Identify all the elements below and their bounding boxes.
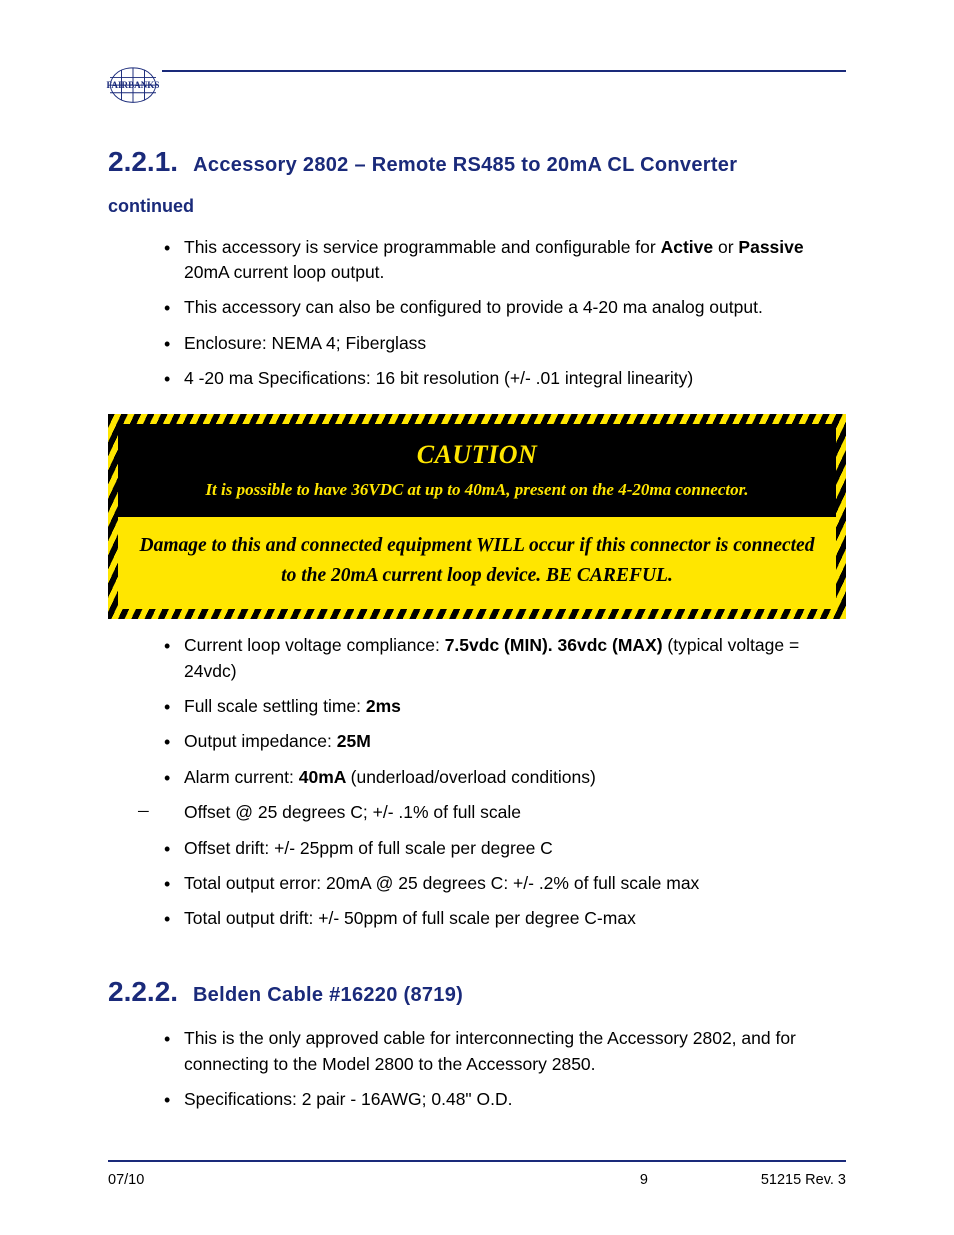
section-2-2-1: 2.2.1. Accessory 2802 – Remote RS485 to … xyxy=(108,142,846,932)
list-item: This accessory can also be configured to… xyxy=(168,295,842,320)
list-text: Enclosure: NEMA 4; Fiberglass xyxy=(184,333,426,353)
caution-text: CAREFUL. xyxy=(577,565,673,586)
caution-title: CAUTION xyxy=(122,436,832,474)
page-footer: 07/10 9 51215 Rev. 3 xyxy=(108,1160,846,1191)
list-text: Specifications: 2 pair - 16AWG; 0.48" O.… xyxy=(184,1089,512,1109)
list-text: or xyxy=(713,237,738,257)
list-item: Offset drift: +/- 25ppm of full scale pe… xyxy=(168,836,842,861)
list-item: Total output error: 20mA @ 25 degrees C:… xyxy=(168,871,842,896)
spec-list-bottom: Current loop voltage compliance: 7.5vdc … xyxy=(168,633,842,931)
footer-rule xyxy=(108,1160,846,1162)
list-text: 4 -20 ma Specifications: 16 bit resoluti… xyxy=(184,368,693,388)
list-bold: Active xyxy=(661,237,714,257)
caution-body: Damage to this and connected equipment W… xyxy=(118,517,836,609)
section-subhead: continued xyxy=(108,193,846,219)
list-text: This is the only approved cable for inte… xyxy=(184,1028,796,1073)
list-item: 4 -20 ma Specifications: 16 bit resoluti… xyxy=(168,366,842,391)
footer-rev: 51215 Rev. 3 xyxy=(761,1172,846,1188)
list-item: Output impedance: 25M xyxy=(168,729,842,754)
list-text: Offset @ 25 degrees C; +/- .1% of full s… xyxy=(184,802,521,822)
spec-list-top: This accessory is service programmable a… xyxy=(168,235,842,392)
section-label: Belden Cable #16220 (8719) xyxy=(193,984,463,1006)
list-bold: 25M xyxy=(337,731,371,751)
page: FAIRBANKS 2.2.1. Accessory 2802 – Remote… xyxy=(0,0,954,1182)
header-rule xyxy=(162,70,846,72)
list-bold: 2ms xyxy=(366,696,401,716)
list-item: This is the only approved cable for inte… xyxy=(168,1026,842,1077)
list-item: Total output drift: +/- 50ppm of full sc… xyxy=(168,906,842,931)
caution-header: CAUTION It is possible to have 36VDC at … xyxy=(118,424,836,517)
caution-text: BE xyxy=(541,565,577,586)
list-item: Specifications: 2 pair - 16AWG; 0.48" O.… xyxy=(168,1087,842,1112)
footer-date: 07/10 xyxy=(108,1170,144,1191)
list-item: Current loop voltage compliance: 7.5vdc … xyxy=(168,633,842,684)
list-text: Offset drift: +/- 25ppm of full scale pe… xyxy=(184,838,553,858)
list-text: This accessory is service programmable a… xyxy=(184,237,661,257)
section-label: Accessory 2802 – Remote RS485 to 20mA CL… xyxy=(188,154,737,176)
list-item: Offset @ 25 degrees C; +/- .1% of full s… xyxy=(168,800,842,825)
section-title: 2.2.2. Belden Cable #16220 (8719) xyxy=(108,972,846,1013)
list-text: (underload/overload conditions) xyxy=(351,767,596,787)
section-number: 2.2.1. xyxy=(108,142,178,183)
list-item: This accessory is service programmable a… xyxy=(168,235,842,286)
list-text: Alarm current: xyxy=(184,767,299,787)
list-bold: Passive xyxy=(738,237,803,257)
list-item: Enclosure: NEMA 4; Fiberglass xyxy=(168,331,842,356)
list-item: Alarm current: 40mA (underload/overload … xyxy=(168,765,842,790)
section-number: 2.2.2. xyxy=(108,972,178,1013)
footer-page: 9 xyxy=(640,1172,648,1188)
footer-right: 9 51215 Rev. 3 xyxy=(640,1170,846,1191)
list-bold: 40mA xyxy=(299,767,351,787)
list-text: Total output drift: +/- 50ppm of full sc… xyxy=(184,908,636,928)
caution-box: CAUTION It is possible to have 36VDC at … xyxy=(108,414,846,620)
section-title: 2.2.1. Accessory 2802 – Remote RS485 to … xyxy=(108,142,846,183)
caution-text: WILL xyxy=(476,535,524,556)
page-header: FAIRBANKS xyxy=(108,70,846,72)
caution-subtitle: It is possible to have 36VDC at up to 40… xyxy=(205,480,748,499)
list-text: 20mA current loop output. xyxy=(184,262,384,282)
list-text: Current loop voltage compliance: xyxy=(184,635,445,655)
fairbanks-logo: FAIRBANKS xyxy=(104,64,162,110)
caution-text: Damage to this and connected equipment xyxy=(140,535,477,556)
section-2-2-2: 2.2.2. Belden Cable #16220 (8719) This i… xyxy=(108,972,846,1113)
list-text: Full scale settling time: xyxy=(184,696,366,716)
list-text: Total output error: 20mA @ 25 degrees C:… xyxy=(184,873,699,893)
footer-row: 07/10 9 51215 Rev. 3 xyxy=(108,1170,846,1191)
list-text: Output impedance: xyxy=(184,731,337,751)
list-bold: 7.5vdc (MIN). 36vdc (MAX) xyxy=(445,635,663,655)
list-text: This accessory can also be configured to… xyxy=(184,297,763,317)
svg-text:FAIRBANKS: FAIRBANKS xyxy=(107,80,160,90)
spec-list-section2: This is the only approved cable for inte… xyxy=(168,1026,842,1112)
list-item: Full scale settling time: 2ms xyxy=(168,694,842,719)
